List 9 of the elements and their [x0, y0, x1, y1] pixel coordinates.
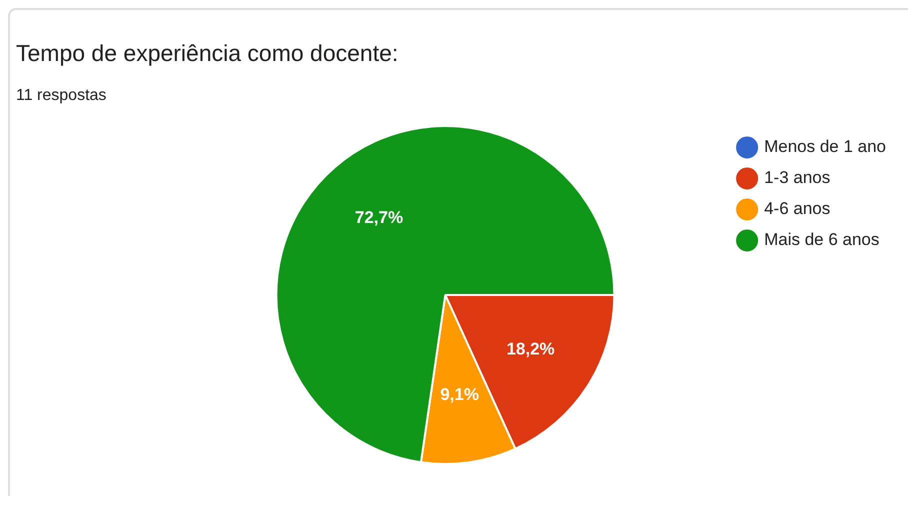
legend-label: Mais de 6 anos — [764, 230, 880, 250]
text: 11 respostas — [16, 87, 108, 105]
chart-title: Tempo de experiência como docente: — [16, 40, 400, 67]
legend-label: 4-6 anos — [764, 199, 830, 218]
data-label: 72,7% — [354, 208, 404, 227]
legend-label: 1-3 anos — [764, 168, 830, 188]
legend-label: Menos de 1 ano — [764, 137, 886, 156]
data-label: 18,2% — [506, 340, 555, 359]
data-label: 9,1% — [440, 385, 479, 404]
